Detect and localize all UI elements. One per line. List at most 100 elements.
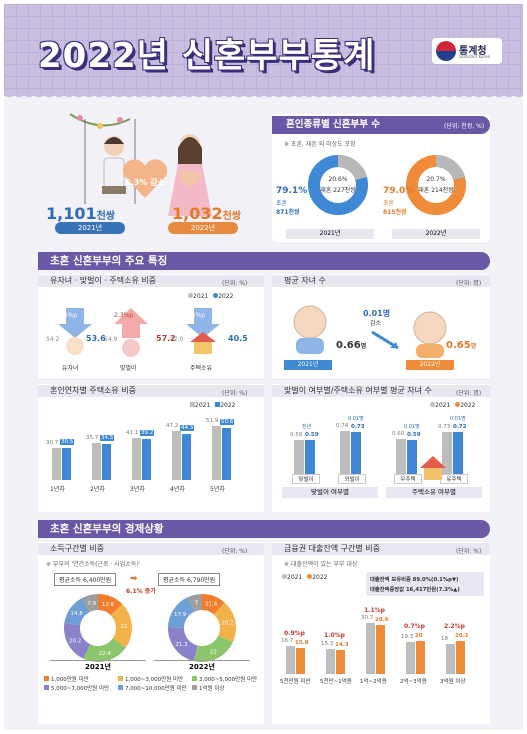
ratio-2022-0: 53.6: [86, 334, 106, 343]
loan-label-2022: 20: [415, 632, 423, 639]
loan-change: 1.1%p: [364, 606, 385, 614]
housing-label-2021: 35.7: [86, 435, 99, 442]
r2021-re-pct: 20.6%: [328, 176, 348, 183]
children-2021: 0.66명: [336, 340, 367, 351]
housing-label-2022: 50.6: [220, 418, 235, 425]
loan-label-2021: 18: [441, 636, 448, 643]
section1-title: 초혼 신혼부부의 주요 특징: [38, 252, 490, 270]
housing-bar-2021: [172, 431, 181, 480]
income-increase: 6.1% 증가: [126, 588, 156, 595]
income-slice: [168, 594, 236, 662]
loan-box1: 대출잔액 보유비중 89.0%(0.1%p▼): [370, 577, 459, 583]
income-slice-label: 7: [195, 601, 199, 607]
income-slice-label: 20.2: [221, 621, 233, 627]
housing-bar-2022: [182, 434, 191, 480]
housing-bar-2021: [212, 426, 221, 480]
income-legend-swatch: [192, 676, 197, 681]
loan-bar-2022: [376, 624, 385, 674]
loan-bar-2021: [366, 623, 375, 674]
avgkids-legend: 2021 2022: [430, 402, 475, 409]
taegeuk-icon: [436, 41, 456, 61]
ratio-2022-1: 57.2: [156, 334, 176, 343]
avgkids-badge: 0.01명: [450, 416, 466, 423]
loan-change: 0.7%p: [404, 622, 425, 630]
children-year-2022: 2022년: [406, 360, 454, 370]
income-legend: 1,000만원 미만 1,000~3,000만원 미만 3,000~5,000만원 …: [44, 675, 260, 705]
income-legend-item: 3,000~5,000만원 미만: [192, 675, 257, 683]
ratio-change-0: 0.6%p: [58, 312, 78, 319]
baby-illustrations: [293, 305, 447, 358]
ratio-2021-0: 54.2: [46, 336, 60, 343]
housing-bar-2021: [92, 443, 101, 480]
housing-label-2022: 30.5: [60, 439, 75, 446]
income-legend-swatch: [44, 685, 49, 690]
avgkids-badge: 0.01명: [348, 415, 364, 422]
housing-label-2022: 34.5: [100, 435, 115, 442]
income-legend-swatch: [192, 685, 197, 690]
housing-category: 3년차: [130, 486, 145, 493]
income-slice-label: 21.3: [175, 642, 188, 648]
avgkids-category: 외벌이: [338, 474, 366, 484]
income-note: ※ 부부의 '연간소득(근로 · 사업소득)': [46, 561, 141, 568]
r2021-first-pct: 79.1%: [276, 186, 308, 196]
loan-category: 5천만원 미만: [280, 679, 311, 685]
income-year-2022: 2022년: [154, 660, 250, 671]
housing-bar-2021: [132, 437, 141, 480]
r2022-first-label: 초혼: [383, 200, 395, 207]
income-title: 소득구간별 비중: [38, 543, 264, 555]
housing-bar-2021: [52, 448, 61, 480]
income-avg-2021: 평균소득 6,400만원: [54, 573, 117, 586]
avgkids-label-2021: 0.59: [290, 431, 303, 438]
loan-change: 1.0%p: [324, 632, 345, 640]
loan-unit: (단위: %): [456, 548, 482, 555]
hero-count-2021: 1,101천쌍: [46, 204, 116, 223]
loan-info-box: [366, 572, 484, 596]
remarriage-donuts: [308, 155, 466, 215]
avgkids-label-2022: 0.73: [351, 423, 365, 430]
avgkids-badge: 0.01명: [404, 423, 420, 430]
loan-bar-2021: [446, 644, 455, 674]
housing-category: 4년차: [170, 486, 185, 493]
income-unit: (단위: %): [222, 548, 248, 555]
avgkids-title: 맞벌이 여부별/주택소유 여부별 평균 자녀 수: [272, 385, 490, 397]
ratio-2021-1: 54.9: [104, 336, 118, 343]
income-avg-2022: 평균소득 6,790만원: [158, 573, 221, 586]
loan-bar-2022: [456, 640, 465, 674]
children-title: 평균 자녀 수: [272, 275, 490, 287]
loan-label-2021: 15.3: [321, 640, 334, 647]
avgkids-label-2022: 0.59: [407, 431, 421, 438]
ratio-2021-2: 42.0: [170, 336, 184, 343]
housing-label-2021: 51.9: [206, 418, 219, 425]
remarriage-title: 혼인종류별 신혼부부 수: [272, 116, 490, 134]
housing-label-2022: 44.3: [180, 425, 195, 432]
r2022-re-pct: 20.7%: [426, 176, 446, 183]
loan-title: 금융권 대출잔액 구간별 비중: [272, 543, 490, 555]
loan-bar-2022: [296, 647, 305, 674]
ratio-label-1: 맞벌이: [120, 365, 137, 372]
income-slice: [64, 594, 132, 662]
income-arrow-icon: ➡: [130, 574, 138, 584]
income-legend-item: 1,000만원 미만: [44, 675, 89, 683]
children-year-2021: 2021년: [284, 360, 332, 370]
avgkids-group2: 주택소유 여부별: [386, 487, 482, 498]
housing-label-2021: 47.2: [166, 423, 179, 430]
children-unit: (단위: 명): [456, 280, 482, 287]
ratio-unit: (단위: %): [222, 280, 248, 287]
loan-label-2021: 19.3: [401, 634, 414, 641]
avgkids-label-2022: 0.59: [305, 431, 319, 438]
r2021-re-label: 재혼 227천쌍: [320, 187, 356, 194]
income-slice-label: 17.9: [174, 612, 187, 618]
income-year-2021: 2021년: [50, 660, 146, 671]
ratio-change-1: 2.3%p: [114, 312, 134, 319]
housing-title: 혼인연차별 주택소유 비중: [38, 385, 264, 397]
avgkids-label-2021: 0.73: [438, 423, 451, 430]
income-slice-label: 7.9: [87, 601, 96, 607]
r2022-year: 2022년: [392, 229, 480, 239]
remarriage-unit: (단위: 천쌍, %): [444, 123, 485, 130]
loan-bar-2021: [326, 648, 335, 674]
housing-legend: 2021 2022: [190, 402, 235, 409]
loan-label-2021: 30.7: [361, 615, 374, 622]
income-legend-item: 5,000~7,000만원 미만: [44, 684, 109, 692]
avgkids-label-2022: 0.72: [453, 424, 467, 431]
r2021-first-count: 871천쌍: [276, 209, 300, 216]
